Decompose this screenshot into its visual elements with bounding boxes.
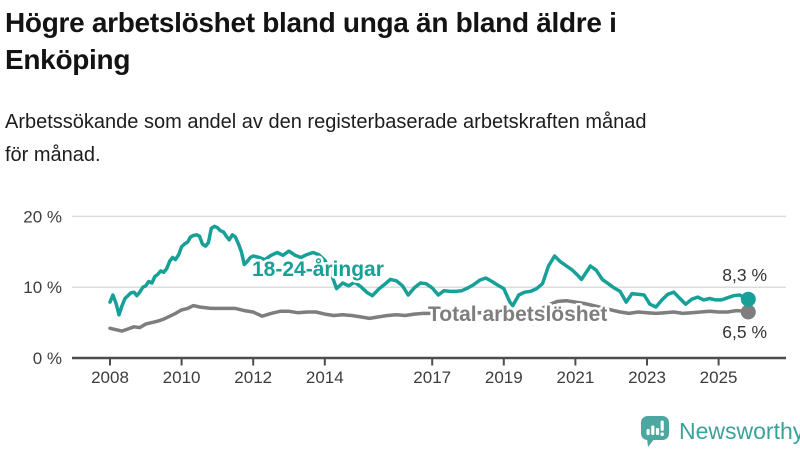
newsworthy-speech-bubble-bar-chart-icon [641,416,669,447]
series-label-youth-18-24: 18-24-åringar [252,258,384,281]
x-axis-tick-label: 2010 [163,368,201,387]
series-end-dot-total [740,304,756,320]
chart-subtitle: Arbetssökande som andel av den registerb… [5,106,795,172]
series-label-total-unemployment: Total arbetslöshet [428,303,607,326]
y-axis-tick-label: 20 % [23,207,62,226]
chart-subtitle-line2: för månad. [5,144,101,166]
end-value-label-youth: 8,3 % [722,265,767,285]
x-axis-ticks [109,358,720,366]
x-axis-tick-label: 2008 [91,368,129,387]
series-line-youth-18-24 [108,224,751,317]
x-axis-tick-label: 2019 [485,368,523,387]
chart-subtitle-line1: Arbetssökande som andel av den registerb… [5,111,647,133]
line-chart: 2008 2010 2012 2014 2017 2019 2021 2023 2025 0 %… [23,207,786,387]
page-title-line1: Högre arbetslöshet bland unga än bland ä… [5,7,617,38]
x-axis-tick-label: 2014 [306,368,344,387]
y-axis-tick-label: 10 % [23,278,62,297]
end-value-label-total: 6,5 % [722,322,767,342]
x-axis-tick-label: 2025 [700,368,738,387]
x-axis-tick-label: 2021 [556,368,594,387]
x-axis-tick-label: 2017 [413,368,451,387]
y-axis-tick-label: 0 % [33,349,62,368]
page-title: Högre arbetslöshet bland unga än bland ä… [5,4,785,78]
newsworthy-brand-text: Newsworthy [679,417,800,444]
series-end-dot-youth [740,291,756,307]
series-line-total-unemployment [108,298,751,333]
x-axis-labels: 2008 2010 2012 2014 2017 2019 2021 2023 2025 [91,368,737,387]
page-title-line2: Enköping [5,44,131,75]
y-axis-labels: 0 % 10 % 20 % [23,207,62,368]
x-axis-tick-label: 2023 [628,368,666,387]
newsworthy-logo[interactable]: Newsworthy [638,413,800,449]
x-axis-tick-label: 2012 [234,368,272,387]
